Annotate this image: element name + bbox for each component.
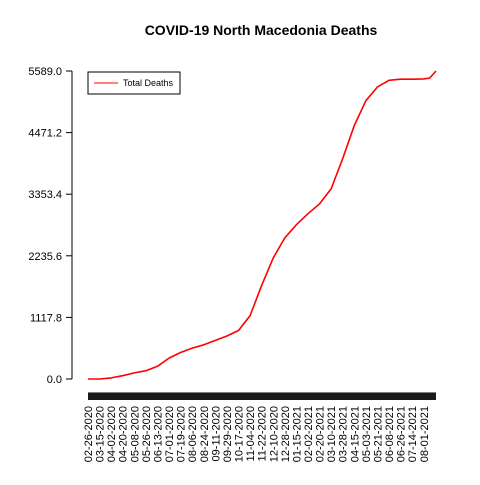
x-tick-label: 12-10-2020 [268,406,280,462]
series-layer [88,70,437,380]
y-tick-label: 3353.4 [28,189,62,201]
x-daily-tick-band [88,393,436,400]
x-tick-label: 11-22-2020 [257,406,269,461]
legend: Total Deaths [87,71,181,95]
chart-title: COVID-19 North Macedonia Deaths [145,22,378,38]
x-tick-label: 02-26-2020 [83,406,95,462]
x-tick-label: 03-28-2021 [338,406,350,462]
x-axis: 02-26-2020 03-15-2020 04-02-2020 04-20-2020… [83,392,436,462]
x-tick-label: 04-20-2020 [118,406,130,462]
x-tick-label: 07-19-2020 [176,406,188,462]
y-tick-label: 5589.0 [28,66,62,78]
x-tick-label: 02-02-2021 [303,406,315,462]
x-tick-label: 06-26-2021 [396,406,408,462]
x-tick-label: 07-14-2021 [407,406,419,462]
x-tick-label: 09-29-2020 [222,406,234,462]
series-line-total-deaths [88,70,437,380]
legend-label: Total Deaths [123,78,174,88]
x-tick-label: 05-03-2021 [361,406,373,462]
x-tick-label: 04-02-2020 [106,406,118,462]
x-tick-label: 03-10-2021 [326,406,338,462]
x-tick-label: 01-15-2021 [291,406,303,462]
x-tick-label: 04-15-2021 [349,406,361,462]
x-tick-label: 08-24-2020 [199,406,211,462]
x-tick-label: 05-26-2020 [141,406,153,462]
y-axis: 0.0 1117.8 2235.6 3353.4 4471.2 5589.0 [28,66,73,386]
x-tick-label: 10-17-2020 [234,406,246,462]
legend-box [87,71,181,95]
x-tick-label: 05-08-2020 [129,406,141,462]
x-tick-label: 02-20-2021 [315,406,327,462]
x-tick-label: 05-21-2021 [372,406,384,462]
x-tick-label: 11-04-2020 [245,406,257,461]
x-tick-label: 12-28-2020 [280,406,292,462]
x-tick-label: 06-08-2021 [384,406,396,462]
y-tick-label: 4471.2 [28,128,62,140]
x-tick-label: 07-01-2020 [164,406,176,462]
x-tick-label: 09-11-2020 [210,406,222,461]
y-tick-label: 2235.6 [28,251,62,263]
y-tick-label: 0.0 [47,374,62,386]
x-tick-label: 06-13-2020 [152,406,164,462]
x-tick-label: 03-15-2020 [95,406,107,462]
x-tick-label: 08-06-2020 [187,406,199,462]
y-tick-label: 1117.8 [30,312,62,324]
x-tick-label: 08-01-2021 [419,406,431,462]
